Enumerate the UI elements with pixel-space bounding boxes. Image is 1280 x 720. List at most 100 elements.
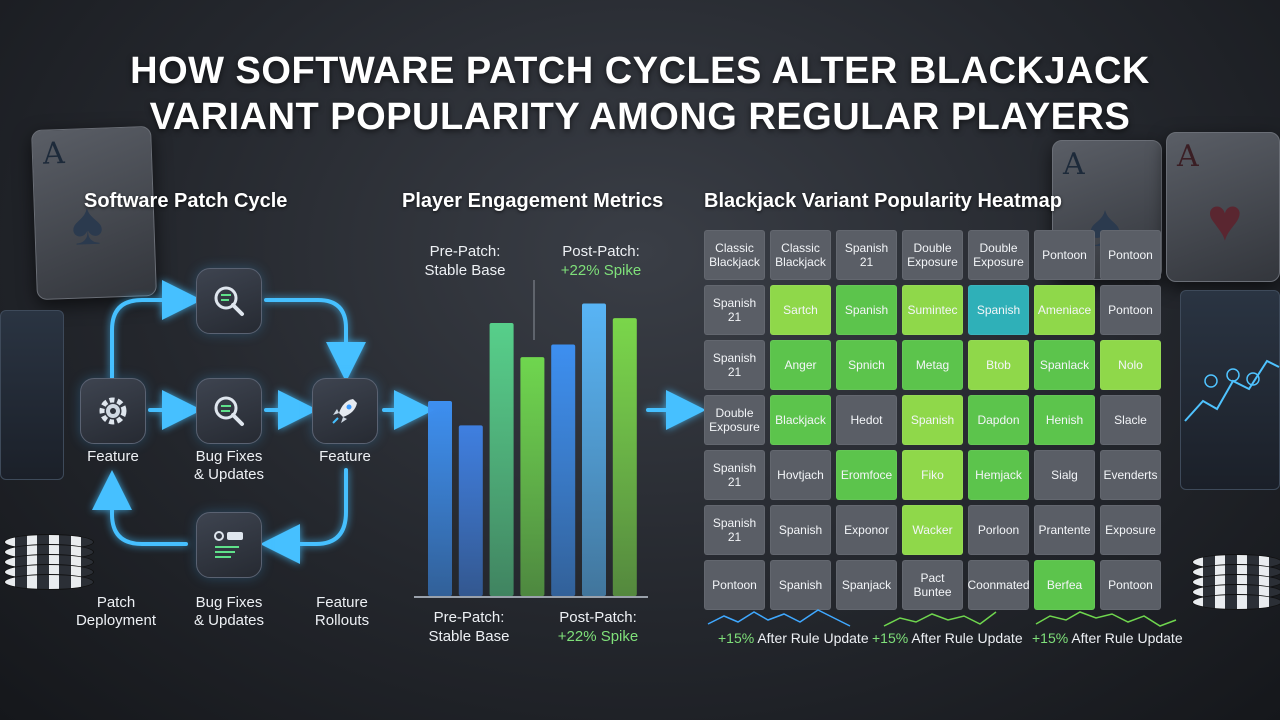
footnote-pct: +15% (1032, 630, 1069, 646)
bar-7 (612, 318, 637, 596)
rocket-node (312, 378, 378, 444)
heatmap-cell: Btob (968, 340, 1029, 390)
trend-graph-icon (1184, 359, 1280, 422)
label-line: & Updates (193, 612, 265, 629)
label-line: +22% Spike (560, 262, 642, 279)
heatmap-cell: Sumintec (902, 285, 963, 335)
footnote-3: +15% After Rule Update (1032, 630, 1183, 646)
heatmap-cell: Pontoon (1100, 230, 1161, 280)
heatmap-cell: Slacle (1100, 395, 1161, 445)
bar-2 (458, 425, 483, 596)
footnote-pct: +15% (872, 630, 909, 646)
heatmap-cell: Exponor (836, 505, 897, 555)
bar-4 (520, 357, 545, 596)
heatmap-cell: Coonmated (967, 560, 1030, 610)
pre-patch-top-label: Pre-Patch: Stable Base (410, 242, 520, 280)
heatmap-cell: Pontoon (1034, 230, 1095, 280)
code-search-icon (214, 286, 244, 316)
gear-node (80, 378, 146, 444)
heatmap-cell: Spanish (770, 505, 831, 555)
heatmap-cell: Fiko (902, 450, 963, 500)
heatmap-cell: Classic Blackjack (770, 230, 831, 280)
footnote-2: +15% After Rule Update (872, 630, 1023, 646)
label-line: Feature (316, 594, 368, 611)
chip-stack-left (4, 534, 94, 590)
heatmap-cell: Spanish (770, 560, 831, 610)
heatmap-cell: Prantente (1034, 505, 1095, 555)
footnote-text: After Rule Update (911, 630, 1023, 646)
label-line: Rollouts (314, 612, 370, 629)
footnote-1: +15% After Rule Update (718, 630, 869, 646)
heart-icon: ♥ (1207, 186, 1243, 253)
heatmap-cell: Spanish 21 (836, 230, 897, 280)
post-patch-bottom-label: Post-Patch: +22% Spike (543, 608, 653, 646)
heatmap-cell: Hemjack (968, 450, 1029, 500)
page-title: HOW SOFTWARE PATCH CYCLES ALTER BLACKJAC… (40, 48, 1240, 140)
label-line: & Updates (193, 466, 265, 483)
heatmap-cell: Pact Buntee (902, 560, 963, 610)
monitor-right (1180, 290, 1280, 490)
heatmap-cell: Spanish 21 (704, 285, 765, 335)
heatmap-cell: Double Exposure (704, 395, 765, 445)
gear-icon (99, 397, 127, 425)
pre-patch-bottom-label: Pre-Patch: Stable Base (414, 608, 524, 646)
heatmap-cell: Spanish 21 (704, 450, 765, 500)
heatmap-cell: Porloon (968, 505, 1029, 555)
heatmap-cell: Spanish 21 (704, 505, 765, 555)
heatmap-cell: Sartch (770, 285, 831, 335)
heatmap-cell: Dapdon (968, 395, 1029, 445)
heatmap-cell: Blackjack (770, 395, 831, 445)
label-line: Patch (96, 594, 136, 611)
heatmap-cell: Ameniace (1034, 285, 1095, 335)
feature-right-label: Feature (319, 448, 371, 465)
heatmap-cell: Classic Blackjack (704, 230, 765, 280)
heatmap-cell: Hedot (836, 395, 897, 445)
update-panel-node (196, 512, 262, 578)
post-patch-top-label: Post-Patch: +22% Spike (546, 242, 656, 280)
bar-6 (582, 303, 606, 596)
heatmap-cell: Spanish 21 (704, 340, 765, 390)
label-line: Pre-Patch: (429, 243, 501, 260)
magnifier-icon (214, 396, 244, 426)
label-line: Bug Fixes (195, 594, 263, 611)
bar-1 (428, 401, 452, 596)
label-line: Post-Patch: (562, 243, 640, 260)
title-line-1: HOW SOFTWARE PATCH CYCLES ALTER BLACKJAC… (130, 50, 1150, 92)
patch-deployment-label: Patch Deployment (56, 594, 176, 630)
bug-fixes-middle-label: Bug Fixes & Updates (169, 448, 289, 484)
feature-rollouts-label: Feature Rollouts (282, 594, 402, 630)
ace-heart-card-right: A ♥ (1166, 132, 1280, 282)
chip-stack-right (1192, 554, 1280, 610)
heatmap-cell: Spnich (836, 340, 897, 390)
magnifier-node (196, 378, 262, 444)
heatmap-cell: Pontoon (704, 560, 765, 610)
heatmap-cell: Evenderts (1100, 450, 1161, 500)
heatmap-cell: Wacker (902, 505, 963, 555)
heatmap-cell: Pontoon (1100, 560, 1161, 610)
update-panel-icon (214, 531, 243, 558)
bar-5 (551, 344, 576, 596)
label-line: Post-Patch: (559, 609, 637, 626)
heatmap-cell: Exposure (1100, 505, 1161, 555)
footnote-text: After Rule Update (757, 630, 869, 646)
bug-fixes-bottom-label: Bug Fixes & Updates (169, 594, 289, 630)
heatmap-cell: Anger (770, 340, 831, 390)
variant-heatmap: Classic Blackjack Classic Blackjack Spanis… (704, 230, 1161, 610)
heatmap-cell: Berfea (1034, 560, 1095, 610)
label-line: Bug Fixes (195, 448, 263, 465)
feature-left-label: Feature (87, 448, 139, 465)
label-line: Stable Base (428, 628, 510, 645)
code-search-node (196, 268, 262, 334)
heatmap-cell: Spanish (902, 395, 963, 445)
rocket-icon (332, 399, 357, 424)
heatmap-cell: Henish (1034, 395, 1095, 445)
title-line-2: VARIANT POPULARITY AMONG REGULAR PLAYERS (149, 96, 1131, 138)
sparklines (707, 609, 1177, 627)
engagement-bar-chart (414, 280, 648, 598)
heatmap-cell: Eromfoce (836, 450, 897, 500)
heatmap-cell: Metag (902, 340, 963, 390)
heatmap-cell: Pontoon (1100, 285, 1161, 335)
heatmap-cell: Spanish (968, 285, 1029, 335)
heatmap-cell: Sialg (1034, 450, 1095, 500)
